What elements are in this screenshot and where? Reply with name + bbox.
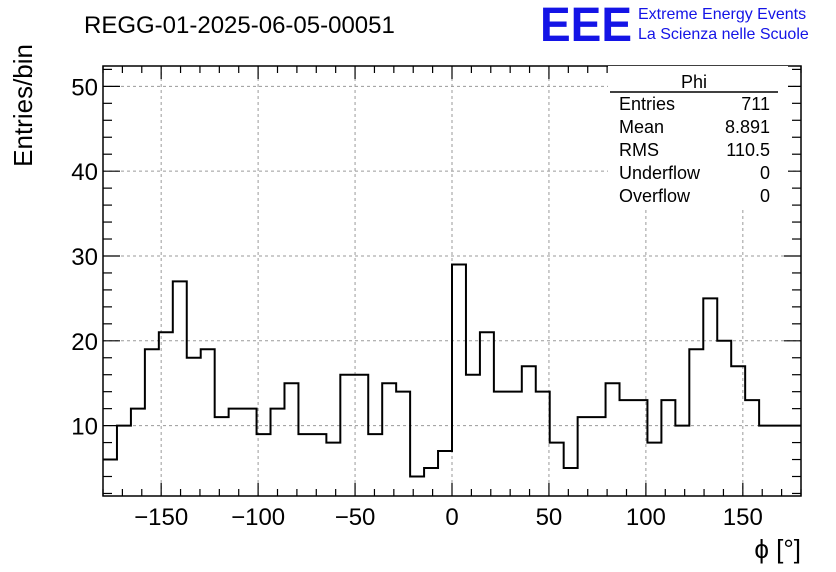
stats-box-frame <box>608 66 788 210</box>
x-tick-label: 150 <box>723 504 763 531</box>
plot-title: REGG-01-2025-06-05-00051 <box>84 12 395 39</box>
y-tick-label: 20 <box>71 329 98 356</box>
stats-label-overflow: Overflow <box>619 186 691 206</box>
x-tick-label: 100 <box>626 504 666 531</box>
logo-line1: Extreme Energy Events <box>638 6 806 23</box>
x-axis-label: ϕ [°] <box>754 534 801 564</box>
stats-label-entries: Entries <box>619 94 675 114</box>
stats-label-underflow: Underflow <box>619 163 701 183</box>
stats-value-overflow: 0 <box>760 186 770 206</box>
y-tick-label: 30 <box>71 244 98 271</box>
histogram-line <box>103 263 801 478</box>
x-tick-label: 0 <box>445 504 458 531</box>
logo-line2: La Scienza nelle Scuole <box>638 26 809 43</box>
axis-tick-labels: −150 −100 −50 0 50 100 150 10 20 30 40 50 <box>71 74 763 531</box>
x-tick-label: −50 <box>335 504 376 531</box>
y-tick-label: 40 <box>71 159 98 186</box>
stats-box-name: Phi <box>681 72 707 92</box>
stats-label-rms: RMS <box>619 140 659 160</box>
stats-box: Phi Entries 711 Mean 8.891 RMS 110.5 Und… <box>608 66 788 210</box>
x-tick-label: −100 <box>231 504 285 531</box>
y-tick-label: 50 <box>71 74 98 101</box>
stats-label-mean: Mean <box>619 117 664 137</box>
stats-value-rms: 110.5 <box>726 140 770 160</box>
y-axis-label: Entries/bin <box>8 44 38 167</box>
x-tick-label: −150 <box>134 504 188 531</box>
stats-value-mean: 8.891 <box>725 117 770 137</box>
stats-value-underflow: 0 <box>760 163 770 183</box>
x-tick-label: 50 <box>536 504 563 531</box>
stats-value-entries: 711 <box>741 94 770 114</box>
logo-letters: EEE <box>540 0 632 52</box>
y-tick-label: 10 <box>71 414 98 441</box>
